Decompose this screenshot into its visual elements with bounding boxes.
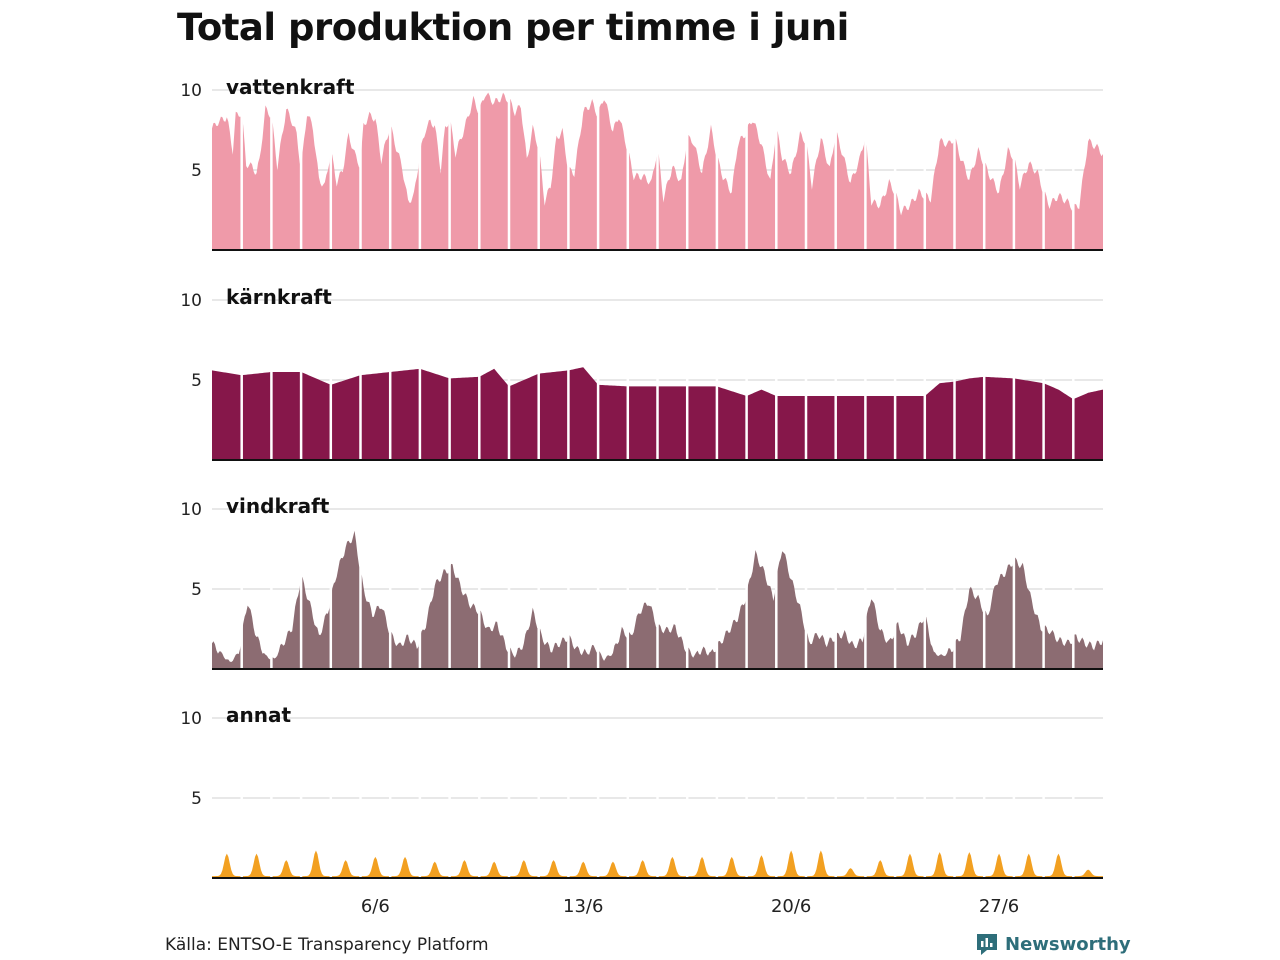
y-tick-label-kärnkraft-5: 5 [191, 371, 202, 391]
x-tick-label-13/6: 13/6 [563, 896, 603, 917]
chart-title: Total produktion per timme i juni [177, 6, 849, 49]
panel-label-annat: annat [226, 703, 291, 727]
newsworthy-logo-icon [977, 934, 997, 955]
y-tick-label-vattenkraft-10: 10 [180, 81, 202, 101]
brand-logo: Newsworthy [975, 932, 1131, 956]
source-note: Källa: ENTSO-E Transparency Platform [165, 935, 489, 955]
y-tick-label-vattenkraft-5: 5 [191, 161, 202, 181]
panel-label-vindkraft: vindkraft [226, 494, 330, 518]
y-tick-label-annat-5: 5 [191, 789, 202, 809]
x-tick-label-20/6: 20/6 [771, 896, 811, 917]
y-tick-label-vindkraft-5: 5 [191, 580, 202, 600]
y-tick-label-kärnkraft-10: 10 [180, 291, 202, 311]
series-area-vindkraft [212, 530, 1103, 669]
brand-name: Newsworthy [1005, 933, 1131, 955]
x-tick-label-6/6: 6/6 [361, 896, 390, 917]
x-tick-label-27/6: 27/6 [979, 896, 1019, 917]
y-tick-label-annat-10: 10 [180, 709, 202, 729]
panel-label-kärnkraft: kärnkraft [226, 285, 332, 309]
series-area-annat [212, 850, 1103, 878]
y-tick-label-vindkraft-10: 10 [180, 500, 202, 520]
panel-label-vattenkraft: vattenkraft [226, 75, 355, 99]
